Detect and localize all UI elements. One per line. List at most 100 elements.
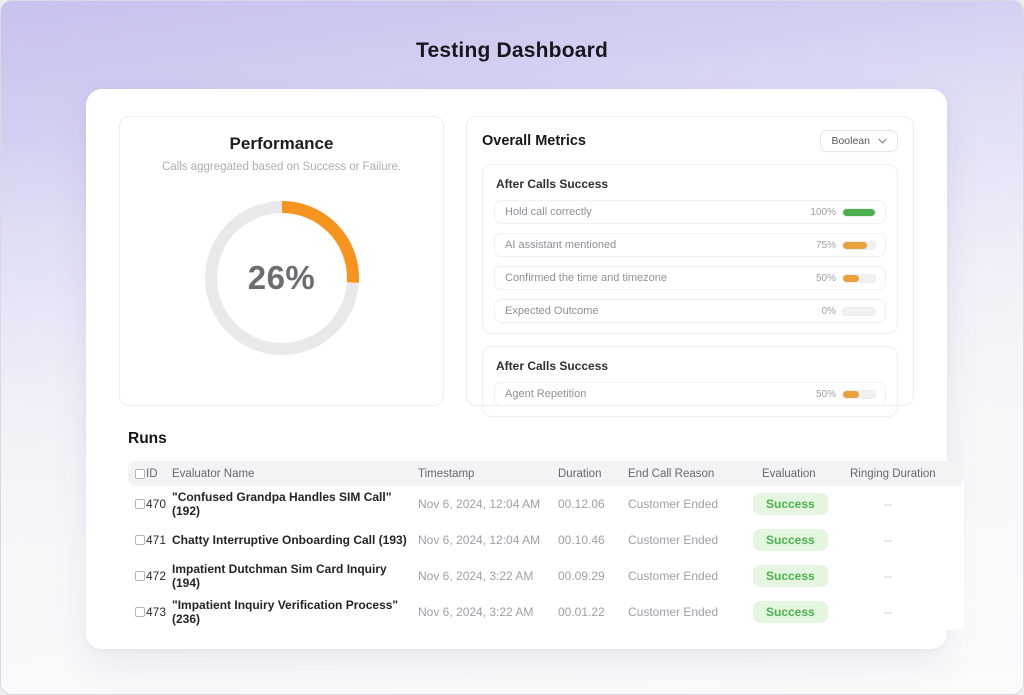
metric-row: Hold call correctly 100% [494, 200, 886, 224]
metric-value-group: 50% [816, 273, 876, 284]
row-checkbox[interactable] [135, 535, 145, 545]
performance-panel: Performance Calls aggregated based on Su… [119, 116, 444, 406]
metric-percent: 100% [810, 206, 836, 218]
row-checkbox[interactable] [135, 607, 145, 617]
row-checkbox[interactable] [135, 499, 145, 509]
column-header-timestamp: Timestamp [418, 467, 475, 480]
metric-progress-fill [843, 390, 859, 398]
cell-timestamp: Nov 6, 2024, 3:22 AM [418, 569, 534, 583]
table-body: 470 "Confused Grandpa Handles SIM Call" … [128, 486, 964, 630]
metric-progress-bar [842, 240, 876, 250]
metric-percent: 50% [815, 388, 836, 400]
dashboard-card: Performance Calls aggregated based on Su… [86, 89, 964, 649]
column-header-ringing-duration: Ringing Duration [850, 467, 936, 480]
cell-id: 473 [146, 605, 167, 619]
table-row[interactable]: 471 Chatty Interruptive Onboarding Call … [128, 522, 964, 558]
metric-percent: 75% [815, 239, 836, 251]
cell-duration: 00.12.06 [558, 497, 605, 511]
cell-evaluator-name: "Confused Grandpa Handles SIM Call" (192… [172, 490, 392, 518]
column-header-duration: Duration [558, 467, 602, 480]
cell-ringing-duration: -- [884, 605, 892, 619]
performance-donut-chart: 26% [197, 193, 367, 363]
cell-timestamp: Nov 6, 2024, 12:04 AM [418, 497, 541, 511]
column-header-evaluator-name: Evaluator Name [172, 467, 255, 480]
metric-row: AI assistant mentioned 75% [494, 233, 886, 257]
metrics-title: Overall Metrics [482, 133, 586, 149]
cell-duration: 00.01.22 [558, 605, 605, 619]
metrics-section: After Calls Success Agent Repetition 50% [482, 346, 898, 417]
status-badge: Success [753, 601, 828, 623]
metrics-sections: After Calls Success Hold call correctly … [482, 164, 898, 417]
metric-label: AI assistant mentioned [505, 239, 617, 251]
cell-duration: 00.10.46 [558, 533, 605, 547]
table-row[interactable]: 472 Impatient Dutchman Sim Card Inquiry … [128, 558, 964, 594]
overall-metrics-panel: Overall Metrics Boolean After Calls Succ… [466, 116, 914, 417]
row-checkbox[interactable] [135, 571, 145, 581]
metric-progress-fill [843, 241, 867, 249]
metrics-header: Overall Metrics Boolean [482, 130, 898, 152]
metric-row: Agent Repetition 50% [494, 382, 886, 406]
cell-duration: 00.09.29 [558, 569, 605, 583]
performance-subtitle: Calls aggregated based on Success or Fai… [161, 161, 402, 173]
cell-evaluator-name: "Impatient Inquiry Verification Process"… [172, 598, 399, 626]
metric-percent: 50% [815, 272, 836, 284]
metrics-type-dropdown[interactable]: Boolean [820, 130, 898, 152]
top-panels: Performance Calls aggregated based on Su… [86, 89, 947, 417]
metric-progress-bar [842, 389, 876, 399]
cell-evaluation: Success [753, 565, 850, 587]
cell-end-call-reason: Customer Ended [628, 569, 719, 583]
cell-evaluation: Success [753, 529, 850, 551]
donut-percent-label: 26% [247, 259, 316, 296]
table-row[interactable]: 473 "Impatient Inquiry Verification Proc… [128, 594, 964, 630]
metric-row: Expected Outcome 0% [494, 299, 886, 323]
column-header-id: ID [146, 467, 158, 480]
column-header-evaluation: Evaluation [762, 467, 816, 480]
metric-value-group: 50% [816, 389, 876, 400]
metric-progress-bar [842, 273, 876, 283]
chevron-down-icon [878, 138, 887, 144]
cell-end-call-reason: Customer Ended [628, 533, 719, 547]
page-title: Testing Dashboard [415, 39, 609, 62]
metric-list: Hold call correctly 100% [494, 200, 886, 323]
metric-progress-fill [843, 208, 875, 216]
cell-evaluation: Success [753, 493, 850, 515]
metric-progress-bar [842, 306, 876, 316]
metric-progress-bar [842, 207, 876, 217]
metric-value-group: 75% [816, 240, 876, 251]
status-badge: Success [753, 565, 828, 587]
cell-ringing-duration: -- [884, 533, 892, 547]
column-header-end-call-reason: End Call Reason [628, 467, 715, 480]
performance-title: Performance [229, 134, 334, 153]
runs-title: Runs [128, 430, 167, 447]
cell-end-call-reason: Customer Ended [628, 605, 719, 619]
metric-value-group: 0% [822, 306, 876, 317]
cell-evaluation: Success [753, 601, 850, 623]
metric-label: Expected Outcome [505, 305, 599, 317]
select-all-checkbox[interactable] [135, 468, 145, 479]
dropdown-value: Boolean [831, 135, 870, 147]
metric-percent: 0% [821, 305, 836, 317]
cell-timestamp: Nov 6, 2024, 12:04 AM [418, 533, 541, 547]
cell-id: 470 [146, 497, 167, 511]
status-badge: Success [753, 493, 828, 515]
status-badge: Success [753, 529, 828, 551]
section-heading: After Calls Success [496, 359, 609, 373]
donut-svg [204, 201, 359, 355]
metric-row: Confirmed the time and timezone 50% [494, 266, 886, 290]
cell-end-call-reason: Customer Ended [628, 497, 719, 511]
table-row[interactable]: 470 "Confused Grandpa Handles SIM Call" … [128, 486, 964, 522]
table-header-row: ID Evaluator Name Timestamp Duration End… [128, 461, 964, 486]
metric-progress-fill [843, 274, 859, 282]
metric-label: Confirmed the time and timezone [505, 272, 668, 284]
metric-value-group: 100% [810, 207, 876, 218]
section-heading: After Calls Success [496, 177, 609, 191]
cell-evaluator-name: Chatty Interruptive Onboarding Call (193… [172, 533, 407, 547]
runs-table: ID Evaluator Name Timestamp Duration End… [128, 461, 964, 630]
cell-id: 471 [146, 533, 167, 547]
metric-label: Hold call correctly [505, 206, 592, 218]
metric-list: Agent Repetition 50% [494, 382, 886, 406]
cell-ringing-duration: -- [884, 569, 892, 583]
cell-ringing-duration: -- [884, 497, 892, 511]
metrics-section: After Calls Success Hold call correctly … [482, 164, 898, 334]
